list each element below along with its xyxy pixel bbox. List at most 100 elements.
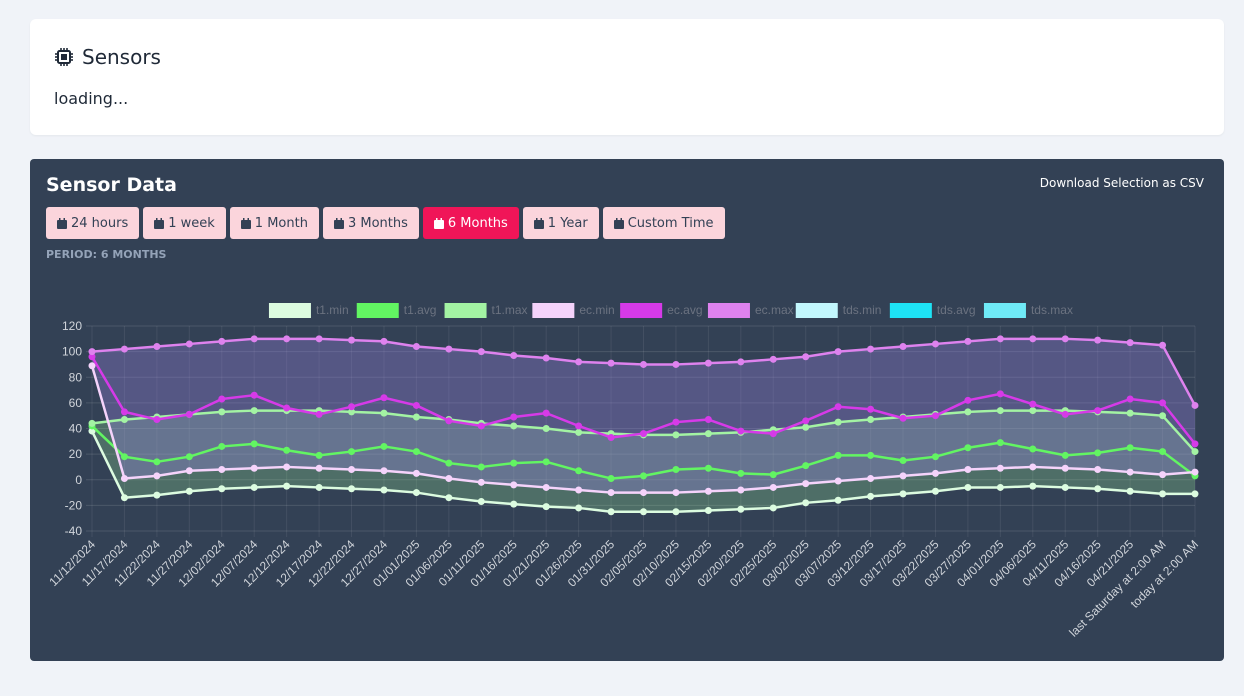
point — [672, 418, 680, 426]
point — [120, 345, 128, 353]
point — [931, 469, 939, 477]
legend-label: ec.min — [579, 303, 614, 317]
point — [445, 459, 453, 467]
legend-swatch — [532, 303, 575, 318]
point — [802, 417, 810, 425]
point — [867, 416, 875, 424]
point — [1159, 399, 1167, 407]
panel-title: Sensor Data — [46, 174, 177, 196]
point — [218, 395, 226, 403]
point — [834, 477, 842, 485]
point — [575, 358, 583, 366]
point — [834, 418, 842, 426]
range-button[interactable]: 1 Month — [229, 207, 319, 239]
point — [769, 430, 777, 438]
point — [575, 422, 583, 430]
point — [218, 408, 226, 416]
point — [931, 412, 939, 420]
point — [1126, 468, 1134, 476]
point — [380, 486, 388, 494]
calendar-icon — [57, 217, 67, 229]
calendar-icon — [613, 217, 624, 229]
point — [445, 345, 453, 353]
point — [1126, 487, 1134, 495]
point — [996, 335, 1004, 343]
point — [672, 508, 680, 516]
point — [867, 405, 875, 413]
point — [1159, 341, 1167, 349]
point — [640, 508, 647, 516]
point — [704, 416, 712, 424]
point — [445, 494, 453, 502]
point — [477, 498, 485, 506]
point — [542, 354, 550, 362]
chart: -40-2002040608010012011/12/202411/17/202… — [46, 303, 1201, 640]
point — [412, 413, 420, 421]
point — [1029, 463, 1037, 471]
point — [185, 410, 193, 418]
point — [185, 453, 193, 461]
point — [445, 417, 453, 425]
y-tick-label: 20 — [69, 447, 83, 461]
point — [477, 348, 485, 356]
point — [1029, 445, 1037, 453]
band-fill — [92, 410, 1195, 512]
point — [996, 464, 1004, 472]
point — [380, 467, 388, 475]
point — [640, 472, 647, 480]
point — [185, 487, 193, 495]
range-button[interactable]: Custom Time — [602, 207, 725, 239]
point — [1159, 448, 1167, 456]
range-button[interactable]: 24 hours — [46, 207, 140, 239]
point — [120, 474, 128, 482]
point — [867, 451, 875, 459]
point — [218, 485, 226, 493]
point — [802, 353, 810, 361]
point — [348, 403, 356, 411]
legend-swatch — [707, 303, 750, 318]
point — [1126, 409, 1134, 417]
point — [867, 345, 875, 353]
sensors-card: Sensors loading... — [30, 19, 1224, 135]
point — [1061, 464, 1069, 472]
legend-swatch — [444, 303, 487, 318]
point — [867, 474, 875, 482]
point — [802, 462, 810, 470]
point — [1094, 407, 1102, 415]
point — [1191, 490, 1199, 498]
download-link[interactable]: Download Selection as CSV — [1039, 176, 1204, 190]
range-buttons: 24 hours 1 week 1 Month 3 Months 6 Months 1 Y… — [46, 207, 725, 239]
point — [315, 483, 323, 491]
point — [542, 483, 550, 491]
point — [380, 394, 388, 402]
point — [380, 409, 388, 417]
legend-label: tds.max — [1031, 303, 1073, 317]
loading-text: loading... — [54, 89, 129, 108]
range-button[interactable]: 3 Months — [322, 207, 419, 239]
point — [1159, 471, 1167, 479]
point — [510, 413, 518, 421]
range-button[interactable]: 6 Months — [422, 207, 519, 239]
y-tick-label: -40 — [65, 524, 83, 538]
point — [412, 401, 420, 409]
point — [1126, 444, 1134, 452]
point — [1094, 466, 1102, 473]
point — [153, 472, 161, 480]
point — [1029, 407, 1037, 415]
point — [640, 489, 647, 497]
point — [1094, 449, 1102, 457]
point — [315, 464, 323, 472]
point — [737, 469, 745, 477]
point — [348, 485, 356, 493]
point — [153, 491, 161, 499]
range-button[interactable]: 1 week — [143, 207, 226, 239]
point — [542, 425, 550, 432]
point — [607, 474, 615, 482]
point — [607, 433, 615, 441]
point — [1029, 400, 1037, 408]
point — [185, 467, 193, 475]
legend-label: ec.avg — [667, 303, 702, 317]
legend-label: tds.min — [843, 303, 882, 317]
range-button[interactable]: 1 Year — [522, 207, 599, 239]
point — [412, 448, 420, 456]
